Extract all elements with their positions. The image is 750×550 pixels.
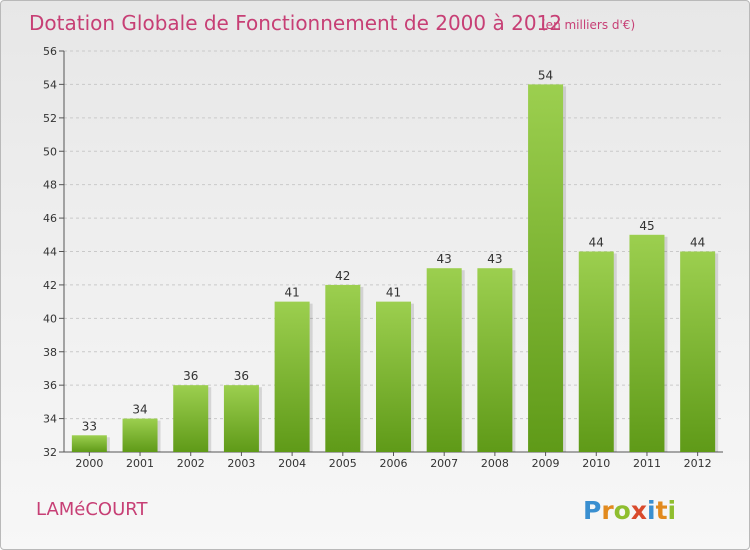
bar-value-label: 54 xyxy=(538,68,553,82)
logo-letter: t xyxy=(656,496,668,525)
bar-value-label: 36 xyxy=(183,369,198,383)
x-tick-label: 2006 xyxy=(380,457,408,470)
x-tick-label: 2011 xyxy=(633,457,661,470)
bar xyxy=(173,385,209,452)
y-tick-label: 42 xyxy=(43,279,57,292)
bar xyxy=(477,268,513,452)
x-tick-label: 2003 xyxy=(227,457,255,470)
bar-value-label: 34 xyxy=(132,403,147,417)
axis-layer: 32 34 36 38 40 42 44 46 48 50 52 54 56 2000 2001 2002 20… xyxy=(43,45,723,470)
bar xyxy=(629,234,665,452)
y-tick-label: 48 xyxy=(43,179,57,192)
commune-name: LAMéCOURT xyxy=(36,499,148,520)
bar-value-label: 44 xyxy=(589,236,604,250)
bar-value-label: 43 xyxy=(487,252,502,266)
x-tick-label: 2008 xyxy=(481,457,509,470)
logo-letter: i xyxy=(647,496,656,525)
bar xyxy=(528,84,564,453)
y-tick-label: 46 xyxy=(43,212,57,225)
bar xyxy=(680,251,716,452)
x-tick-label: 2009 xyxy=(532,457,560,470)
bar-value-label: 45 xyxy=(639,219,654,233)
y-tick-label: 36 xyxy=(43,379,57,392)
bar-value-label: 33 xyxy=(82,419,97,433)
y-tick-label: 40 xyxy=(43,312,57,325)
x-tick-label: 2000 xyxy=(75,457,103,470)
x-tick-label: 2005 xyxy=(329,457,357,470)
chart-subtitle: (en milliers d'€) xyxy=(541,18,635,32)
logo-letter: r xyxy=(601,496,614,525)
bar-value-label: 36 xyxy=(234,369,249,383)
bar-layer: 33 34 36 36 41 42 41 43 43 54 44 45 44 xyxy=(71,68,719,453)
y-tick-label: 52 xyxy=(43,112,57,125)
y-tick-label: 38 xyxy=(43,346,57,359)
bar xyxy=(325,284,361,452)
proxiti-logo: Proxiti xyxy=(583,496,676,525)
logo-letter: o xyxy=(614,496,631,525)
bar-value-label: 41 xyxy=(284,286,299,300)
logo-letter: i xyxy=(668,496,677,525)
x-tick-label: 2007 xyxy=(430,457,458,470)
y-tick-label: 50 xyxy=(43,145,57,158)
bar xyxy=(223,385,259,452)
bar xyxy=(376,301,411,452)
x-tick-label: 2012 xyxy=(684,457,712,470)
logo-letter: x xyxy=(631,496,647,525)
y-tick-label: 44 xyxy=(43,246,57,259)
bar xyxy=(274,301,310,452)
bar xyxy=(426,268,462,452)
logo-letter: P xyxy=(583,496,601,525)
x-tick-label: 2010 xyxy=(582,457,610,470)
y-tick-label: 54 xyxy=(43,78,57,91)
x-tick-label: 2002 xyxy=(177,457,205,470)
bar xyxy=(71,435,107,452)
x-tick-label: 2001 xyxy=(126,457,154,470)
y-tick-label: 32 xyxy=(43,446,57,459)
chart-title: Dotation Globale de Fonctionnement de 20… xyxy=(29,11,562,35)
bar xyxy=(578,251,614,452)
bar xyxy=(122,418,158,452)
y-tick-label: 34 xyxy=(43,413,57,426)
bar-value-label: 43 xyxy=(437,252,452,266)
y-tick-label: 56 xyxy=(43,45,57,58)
bar-value-label: 41 xyxy=(386,286,401,300)
x-tick-label: 2004 xyxy=(278,457,306,470)
bar-value-label: 44 xyxy=(690,236,705,250)
bar-value-label: 42 xyxy=(335,269,350,283)
